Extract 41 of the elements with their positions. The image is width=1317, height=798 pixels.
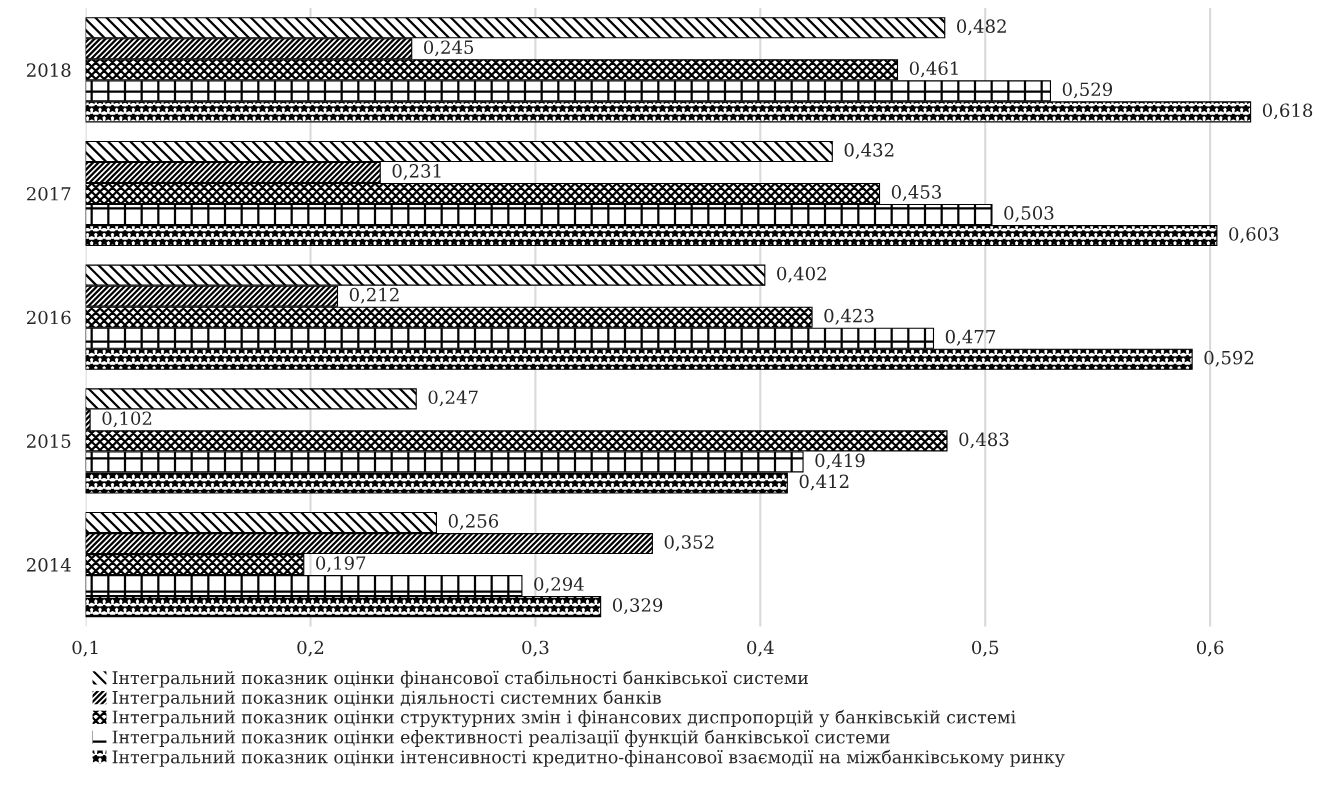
data-label: 0,212	[349, 287, 399, 304]
data-label: 0,423	[824, 308, 874, 325]
legend-label: Інтегральний показник оцінки інтенсивності кредитно-фінансової взаємодії на міжбанківському ринку	[112, 749, 1065, 768]
x-tick-label: 0,5	[972, 640, 999, 657]
x-tick-label: 0,3	[522, 640, 549, 657]
data-label: 0,483	[959, 432, 1009, 449]
data-label: 0,102	[102, 411, 152, 428]
data-label: 0,603	[1229, 227, 1279, 244]
data-label: 0,529	[1062, 82, 1113, 99]
data-label: 0,503	[1004, 206, 1054, 222]
legend-label: Інтегральний показник оцінки діяльності системних банків	[112, 690, 661, 708]
x-tick-label: 0,6	[1196, 640, 1224, 657]
x-tick-label: 0,2	[297, 640, 324, 657]
data-label: 0,419	[815, 453, 865, 470]
data-label: 0,592	[1204, 350, 1254, 367]
data-label: 0,477	[945, 329, 995, 346]
legend-label: Інтегральний показник оцінки ефективності реалізації функцій банківської системи	[112, 729, 890, 748]
data-label: 0,352	[664, 535, 714, 551]
data-label: 0,453	[891, 185, 941, 201]
y-tick-label: 2017	[26, 186, 71, 201]
data-label: 0,197	[316, 556, 366, 573]
data-label: 0,256	[448, 514, 499, 530]
x-tick-label: 0,4	[747, 640, 774, 657]
data-label: 0,432	[844, 143, 894, 159]
data-label: 0,247	[428, 390, 478, 407]
data-label: 0,245	[424, 40, 474, 57]
y-tick-label: 2015	[26, 434, 71, 449]
legend-label: Інтегральний показник оцінки структурних змін і фінансових диспропорцій у банківській системі	[112, 709, 1016, 728]
data-label: 0,402	[777, 266, 826, 283]
y-tick-label: 2016	[26, 310, 71, 325]
data-label: 0,461	[909, 61, 958, 78]
data-label: 0,294	[534, 577, 584, 594]
legend-label: Інтегральний показник оцінки фінансової стабільності банківської системи	[112, 670, 808, 688]
data-label: 0,329	[612, 598, 663, 615]
data-label: 0,412	[799, 474, 849, 491]
y-tick-label: 2014	[26, 558, 71, 572]
data-label: 0,618	[1262, 103, 1313, 120]
x-tick-label: 0,1	[72, 640, 98, 657]
y-tick-label: 2018	[26, 63, 71, 77]
data-label: 0,231	[392, 164, 441, 180]
data-label: 0,482	[957, 19, 1006, 36]
